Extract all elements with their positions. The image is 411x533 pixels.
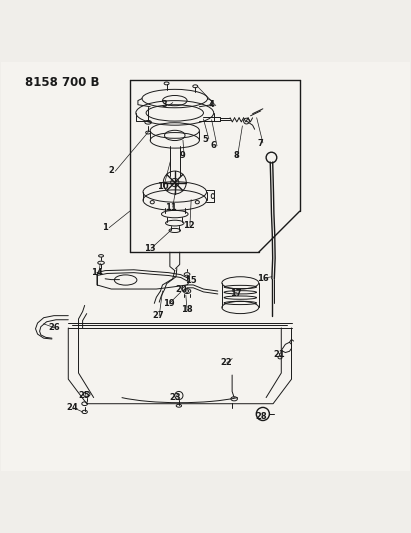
Text: 11: 11: [165, 203, 177, 212]
Text: 1: 1: [102, 223, 108, 232]
Text: 10: 10: [157, 182, 168, 191]
Text: 18: 18: [181, 305, 193, 314]
Text: 14: 14: [91, 268, 103, 277]
Text: 5: 5: [203, 135, 208, 144]
Text: 8158 700 B: 8158 700 B: [25, 76, 100, 89]
Text: 17: 17: [231, 289, 242, 297]
Text: 12: 12: [183, 221, 195, 230]
Text: 2: 2: [109, 166, 114, 175]
Text: 6: 6: [211, 141, 217, 150]
Text: 24: 24: [67, 403, 78, 413]
Text: 26: 26: [48, 324, 60, 333]
Text: 16: 16: [257, 274, 269, 283]
Text: 27: 27: [152, 311, 164, 320]
Text: 20: 20: [175, 285, 187, 294]
Text: 3: 3: [162, 100, 167, 109]
Text: 19: 19: [163, 299, 174, 308]
Text: 23: 23: [169, 393, 180, 402]
Text: 13: 13: [144, 244, 156, 253]
Text: 28: 28: [255, 411, 267, 421]
Text: 8: 8: [233, 151, 239, 160]
Text: 4: 4: [209, 100, 215, 109]
Text: 22: 22: [220, 358, 232, 367]
Text: 9: 9: [180, 151, 186, 160]
Text: 7: 7: [258, 139, 264, 148]
Text: 15: 15: [185, 276, 197, 285]
Text: 25: 25: [79, 391, 90, 400]
Text: 21: 21: [273, 350, 285, 359]
